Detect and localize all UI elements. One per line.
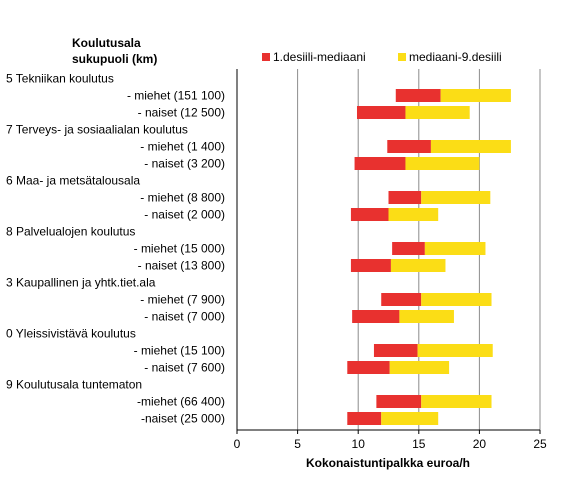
bar-d1-median [347, 361, 390, 374]
x-tick-label: 0 [234, 437, 241, 451]
row-label: - naiset (2 000) [144, 208, 225, 222]
bar-d1-median [354, 157, 406, 170]
row-label: - naiset (7 600) [144, 361, 225, 375]
bar-median-d9 [421, 293, 492, 306]
bar-median-d9 [421, 191, 491, 204]
bar-median-d9 [390, 259, 446, 272]
legend-label-d1-median: 1.desiili-mediaani [273, 50, 366, 64]
bar-median-d9 [424, 242, 486, 255]
x-tick-label: 25 [533, 437, 547, 451]
row-label: - miehet (7 900) [140, 293, 225, 307]
bar-d1-median [356, 106, 406, 119]
row-labels: 5 Tekniikan koulutus - miehet (151 100) - … [6, 72, 225, 426]
category-header-line-1: Koulutusala [72, 36, 141, 50]
bar-median-d9 [381, 412, 439, 425]
bar-d1-median [373, 344, 418, 357]
row-label: - naiset (3 200) [144, 157, 225, 171]
row-label: - miehet (15 100) [134, 344, 225, 358]
group-label: 7 Terveys- ja sosiaalialan koulutus [6, 123, 188, 137]
bar-median-d9 [405, 157, 480, 170]
bar-median-d9 [421, 395, 492, 408]
bar-median-d9 [388, 208, 439, 221]
bar-d1-median [388, 191, 422, 204]
bar-d1-median [350, 259, 391, 272]
bar-d1-median [350, 208, 389, 221]
x-tick-label: 10 [352, 437, 366, 451]
row-label: - naiset (12 500) [138, 106, 225, 120]
legend-swatch-median-d9 [398, 53, 406, 61]
row-label: -miehet (66 400) [137, 395, 225, 409]
bar-d1-median [381, 293, 422, 306]
x-axis: 0 5 10 15 20 25 [234, 69, 547, 451]
row-label: - miehet (15 000) [134, 242, 225, 256]
row-label: -naiset (25 000) [141, 412, 225, 426]
group-label: 5 Tekniikan koulutus [6, 72, 114, 86]
category-header-line-2: sukupuoli (km) [72, 52, 157, 66]
group-label: 3 Kaupallinen ja yhtk.tiet.ala [6, 276, 156, 290]
group-label: 0 Yleissivistävä koulutus [6, 327, 136, 341]
bar-median-d9 [405, 106, 470, 119]
row-label: - naiset (13 800) [138, 259, 225, 273]
x-axis-title: Kokonaistuntipalkka euroa/h [306, 456, 470, 470]
row-label: - naiset (7 000) [144, 310, 225, 324]
legend-label-median-d9: mediaani-9.desiili [409, 50, 502, 64]
bar-median-d9 [430, 140, 511, 153]
bar-median-d9 [399, 310, 454, 323]
bar-median-d9 [389, 361, 450, 374]
row-label: - miehet (8 800) [140, 191, 225, 205]
x-tick-label: 20 [473, 437, 487, 451]
group-label: 6 Maa- ja metsätalousala [6, 174, 140, 188]
bar-d1-median [392, 242, 425, 255]
bar-d1-median [347, 412, 382, 425]
bar-d1-median [352, 310, 400, 323]
x-tick-label: 5 [294, 437, 301, 451]
category-header: Koulutusala sukupuoli (km) [72, 36, 157, 66]
group-label: 8 Palvelualojen koulutus [6, 225, 135, 239]
bar-d1-median [387, 140, 431, 153]
bars [347, 89, 511, 425]
group-label: 9 Koulutusala tuntematon [6, 378, 142, 392]
x-tick-label: 15 [412, 437, 426, 451]
row-label: - miehet (151 100) [127, 89, 225, 103]
legend: 1.desiili-mediaani mediaani-9.desiili [262, 50, 502, 64]
bar-d1-median [376, 395, 422, 408]
bar-d1-median [395, 89, 441, 102]
bar-median-d9 [440, 89, 511, 102]
bar-median-d9 [417, 344, 493, 357]
row-label: - miehet (1 400) [140, 140, 225, 154]
legend-swatch-d1-median [262, 53, 270, 61]
